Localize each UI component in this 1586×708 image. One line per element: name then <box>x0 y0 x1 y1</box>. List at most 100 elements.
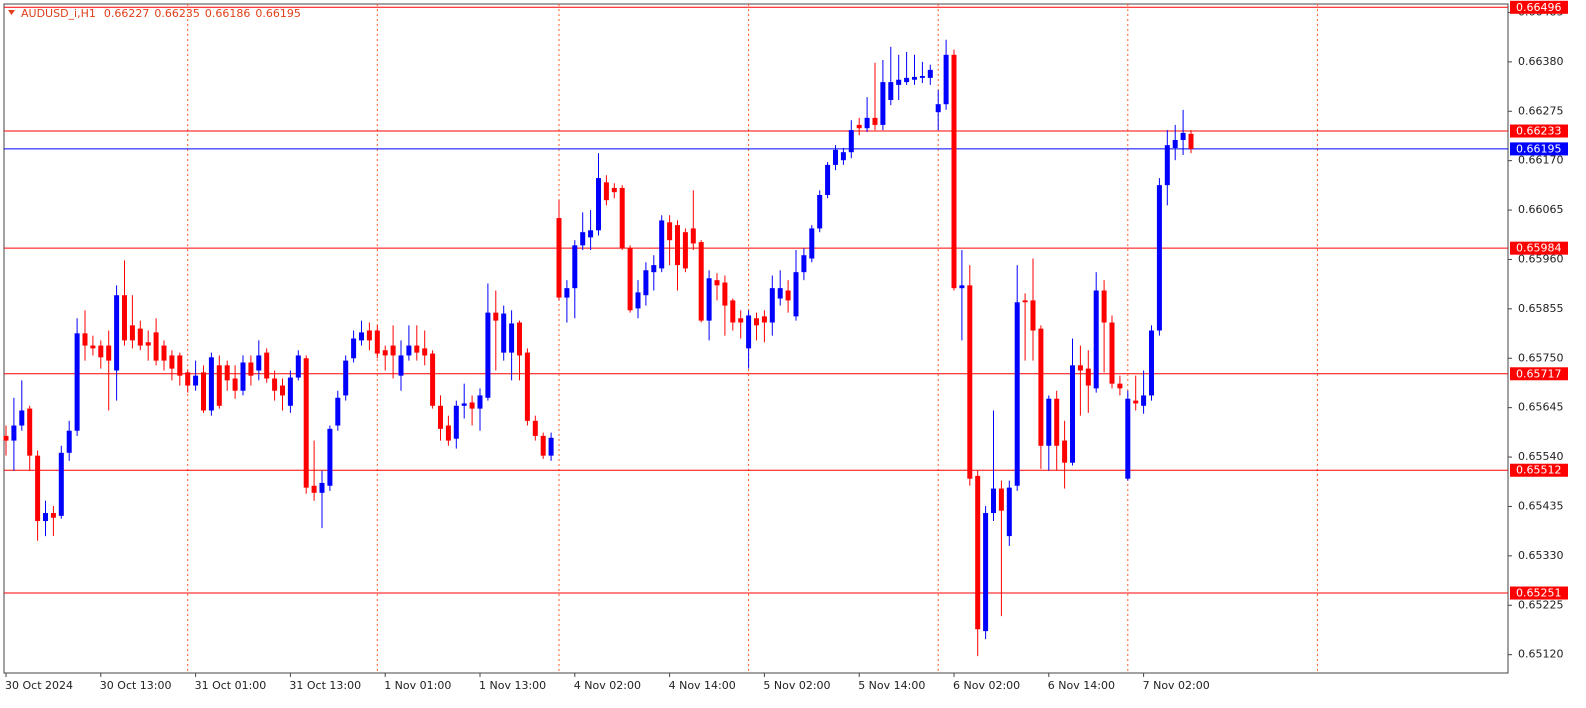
candle-body <box>840 152 846 161</box>
candle-body <box>98 345 104 358</box>
x-tick-label: 30 Oct 13:00 <box>100 679 172 692</box>
candle-body <box>122 295 127 341</box>
candle-body <box>943 54 949 105</box>
candle-body <box>3 435 9 441</box>
x-tick-label: 4 Nov 14:00 <box>669 679 736 692</box>
high: 0.66235 <box>154 7 200 20</box>
candle-body <box>256 355 262 371</box>
candle-body <box>453 405 459 439</box>
level-label-box <box>1510 367 1568 381</box>
candle-body <box>675 225 680 266</box>
candle-body <box>564 288 570 298</box>
candle-body <box>264 352 270 379</box>
candle-body <box>390 345 396 356</box>
open: 0.66227 <box>104 7 150 20</box>
candle-body <box>445 425 451 441</box>
candle-body <box>343 360 349 396</box>
candle-body <box>722 282 728 306</box>
candle-body <box>106 345 112 361</box>
candle-body <box>469 402 475 409</box>
y-tick-label: 0.65645 <box>1518 401 1564 414</box>
candle-body <box>485 312 491 398</box>
candle-body <box>1006 487 1012 537</box>
menu-triangle[interactable] <box>8 10 15 15</box>
candle-body <box>975 475 981 630</box>
x-tick-label: 1 Nov 01:00 <box>384 679 451 692</box>
candle-body <box>177 355 183 376</box>
candle-body <box>359 332 364 341</box>
candle-body <box>287 377 293 406</box>
candle-body <box>477 395 483 409</box>
x-tick-label: 30 Oct 2024 <box>5 679 73 692</box>
candle-body <box>825 164 831 196</box>
candle-body <box>635 292 641 309</box>
plot-frame <box>3 3 1509 674</box>
candle-body <box>74 333 80 431</box>
y-tick-label: 0.66065 <box>1518 203 1564 216</box>
y-tick-label: 0.65540 <box>1518 450 1564 463</box>
candle-body <box>509 323 515 353</box>
level-label: 0.66195 <box>1516 142 1562 155</box>
candle-body <box>58 452 64 516</box>
x-tick-label: 4 Nov 02:00 <box>574 679 641 692</box>
candle-body <box>730 300 736 323</box>
candle-body <box>1014 302 1020 486</box>
x-tick-label: 5 Nov 02:00 <box>763 679 830 692</box>
level-label: 0.66496 <box>1516 1 1562 14</box>
candle-body <box>185 372 191 386</box>
candle-body <box>240 362 246 391</box>
candle-body <box>1093 290 1099 389</box>
candle-body <box>248 362 254 376</box>
candle-body <box>809 228 815 259</box>
candle-body <box>1172 139 1178 148</box>
candles <box>3 39 1194 657</box>
candle-body <box>19 410 25 426</box>
candle-body <box>1077 365 1083 371</box>
level-label-box <box>1510 586 1568 600</box>
close: 0.66195 <box>255 7 301 20</box>
candle-body <box>959 285 965 289</box>
candle-body <box>272 378 278 391</box>
y-tick-label: 0.66170 <box>1518 154 1564 167</box>
symbol: AUDUSD_i,H1 <box>21 7 96 20</box>
candle-body <box>556 218 562 298</box>
candle-body <box>1022 300 1028 303</box>
candle-body <box>1188 133 1194 149</box>
candle-body <box>1085 368 1091 386</box>
candle-body <box>998 488 1004 511</box>
candle-body <box>422 348 428 356</box>
candle-body <box>137 328 143 346</box>
candle-body <box>588 230 594 238</box>
candle-body <box>833 149 838 165</box>
candle-body <box>145 342 151 346</box>
level-label: 0.65717 <box>1516 367 1562 380</box>
candle-body <box>785 290 791 301</box>
candle-body <box>1054 398 1060 446</box>
candle-body <box>572 245 578 289</box>
candle-body <box>611 187 617 193</box>
candle-body <box>501 313 507 353</box>
candle-body <box>904 77 910 83</box>
candle-body <box>295 355 301 378</box>
candle-body <box>912 76 917 80</box>
candle-body <box>817 195 823 229</box>
candle-body <box>438 405 443 429</box>
candle-body <box>398 355 404 376</box>
candle-body <box>580 232 586 246</box>
y-tick-label: 0.65225 <box>1518 598 1564 611</box>
candle-body <box>35 455 41 522</box>
candle-body <box>682 232 688 269</box>
candle-body <box>856 124 862 129</box>
candle-body <box>414 345 420 353</box>
candle-body <box>169 355 175 369</box>
candle-body <box>224 365 230 381</box>
candle-body <box>848 130 854 153</box>
candle-body <box>406 345 412 356</box>
y-tick-label: 0.65120 <box>1518 648 1564 661</box>
candle-body <box>754 318 759 326</box>
level-label-box <box>1510 463 1568 477</box>
candle-body <box>1156 185 1162 331</box>
grid <box>4 4 1508 673</box>
candle-body <box>82 333 88 346</box>
